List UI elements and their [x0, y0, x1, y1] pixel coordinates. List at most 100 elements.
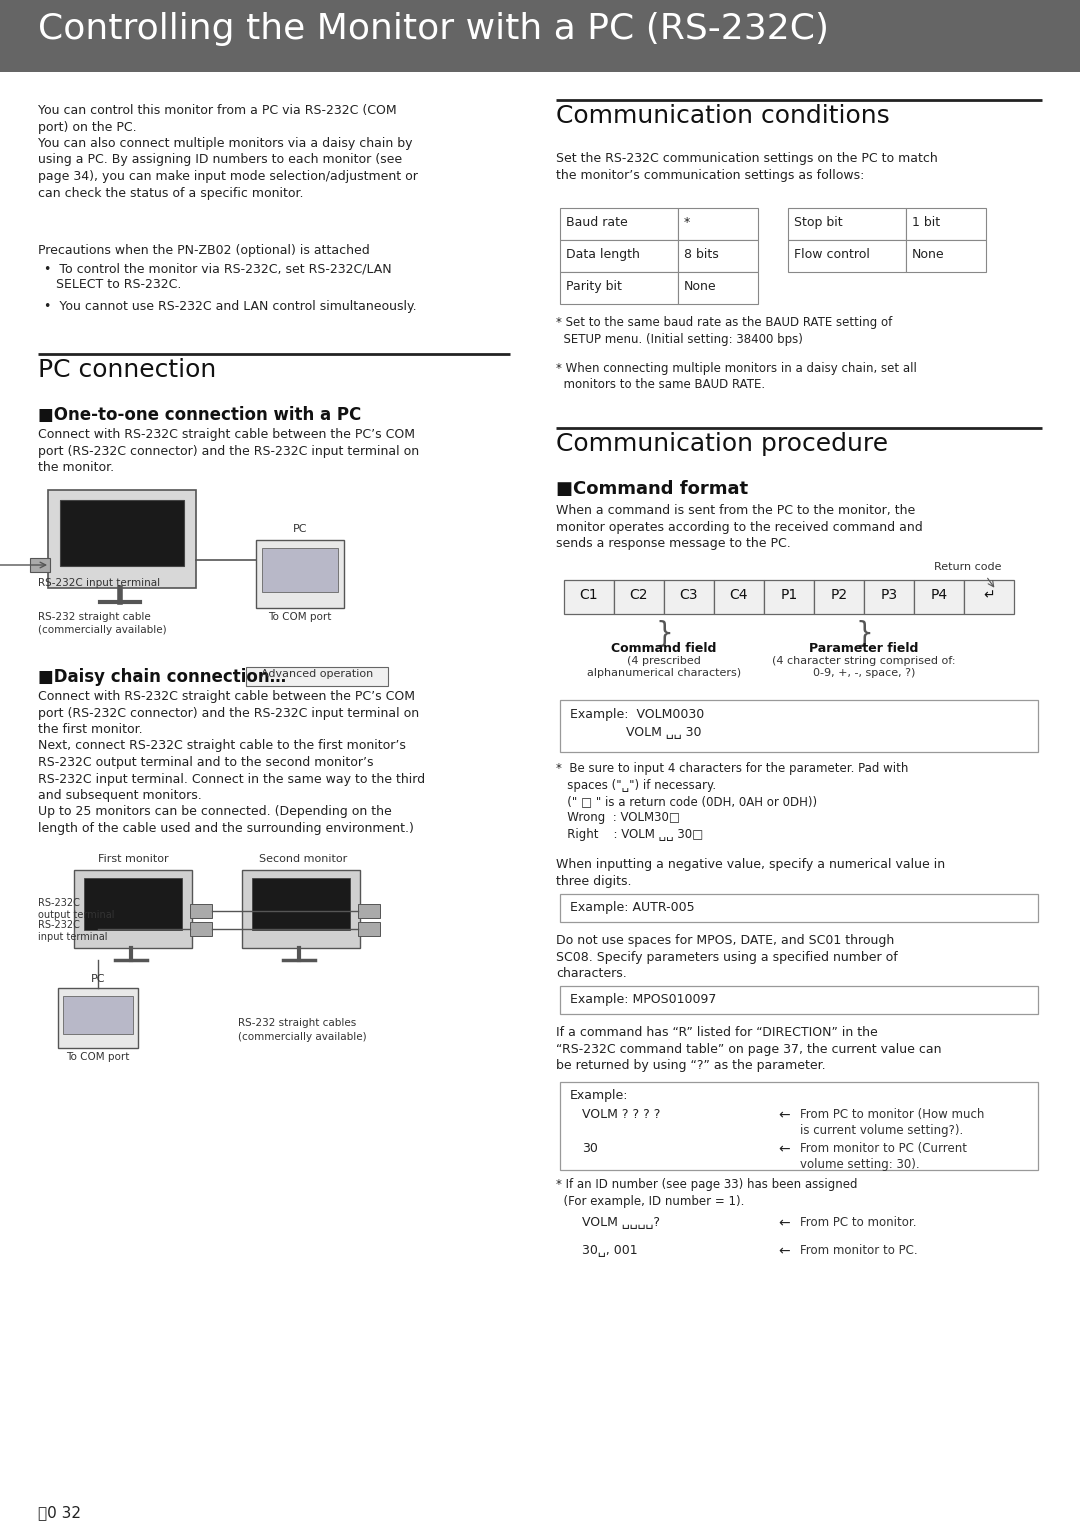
Text: Parameter field: Parameter field: [809, 641, 919, 655]
Text: Example:  VOLM0030
              VOLM ␣␣ 30: Example: VOLM0030 VOLM ␣␣ 30: [570, 709, 704, 739]
Bar: [84, 878, 183, 930]
Text: (4 prescribed
alphanumerical characters): (4 prescribed alphanumerical characters): [586, 657, 741, 678]
Text: ↵: ↵: [983, 588, 995, 602]
Text: C3: C3: [679, 588, 699, 602]
Text: Example: MPOS010097: Example: MPOS010097: [570, 993, 716, 1006]
Text: ←: ←: [778, 1215, 789, 1231]
Text: Set the RS-232C communication settings on the PC to match
the monitor’s communic: Set the RS-232C communication settings o…: [556, 153, 937, 182]
Bar: [561, 893, 1038, 922]
Text: When inputting a negative value, specify a numerical value in
three digits.: When inputting a negative value, specify…: [556, 858, 945, 887]
Text: C2: C2: [630, 588, 648, 602]
Text: 30: 30: [582, 1142, 598, 1154]
Text: ■One-to-one connection with a PC: ■One-to-one connection with a PC: [38, 406, 361, 425]
Text: ⑔0 32: ⑔0 32: [38, 1506, 81, 1519]
Bar: [561, 272, 678, 304]
Text: Controlling the Monitor with a PC (RS-232C): Controlling the Monitor with a PC (RS-23…: [38, 12, 829, 46]
Text: 8 bits: 8 bits: [684, 247, 719, 261]
Text: *: *: [684, 215, 690, 229]
Text: ■Command format: ■Command format: [556, 479, 748, 498]
Bar: [30, 557, 50, 573]
Bar: [190, 904, 212, 918]
Text: If a command has “R” listed for “DIRECTION” in the
“RS-232C command table” on pa: If a command has “R” listed for “DIRECTI…: [556, 1026, 942, 1072]
Text: P1: P1: [781, 588, 798, 602]
Text: Do not use spaces for MPOS, DATE, and SC01 through
SC08. Specify parameters usin: Do not use spaces for MPOS, DATE, and SC…: [556, 935, 897, 980]
Bar: [242, 870, 360, 948]
Bar: [678, 240, 758, 272]
Bar: [561, 1083, 1038, 1170]
Text: RS-232 straight cable: RS-232 straight cable: [38, 612, 151, 621]
Text: PC connection: PC connection: [38, 357, 216, 382]
Text: C4: C4: [730, 588, 748, 602]
Bar: [60, 499, 184, 567]
Text: To COM port: To COM port: [268, 612, 332, 621]
Bar: [864, 580, 914, 614]
Bar: [561, 986, 1038, 1014]
Bar: [615, 580, 664, 614]
Text: Baud rate: Baud rate: [566, 215, 627, 229]
Text: }: }: [855, 620, 873, 647]
Bar: [788, 240, 906, 272]
Text: Second monitor: Second monitor: [259, 854, 347, 864]
Text: None: None: [912, 247, 945, 261]
Bar: [357, 904, 380, 918]
Bar: [252, 878, 350, 930]
Bar: [564, 580, 615, 614]
Bar: [357, 922, 380, 936]
Text: * If an ID number (see page 33) has been assigned
  (For example, ID number = 1): * If an ID number (see page 33) has been…: [556, 1177, 858, 1208]
Text: Flow control: Flow control: [794, 247, 869, 261]
Text: •  To control the monitor via RS-232C, set RS-232C/LAN
   SELECT to RS-232C.: • To control the monitor via RS-232C, se…: [44, 263, 392, 292]
Text: Stop bit: Stop bit: [794, 215, 842, 229]
Text: VOLM ? ? ? ?: VOLM ? ? ? ?: [582, 1109, 660, 1121]
Text: Data length: Data length: [566, 247, 639, 261]
Text: P4: P4: [931, 588, 947, 602]
Text: RS-232C
output terminal: RS-232C output terminal: [38, 898, 114, 921]
Text: Connect with RS-232C straight cable between the PC’s COM
port (RS-232C connector: Connect with RS-232C straight cable betw…: [38, 690, 426, 835]
Bar: [246, 667, 388, 686]
Bar: [664, 580, 714, 614]
Bar: [48, 490, 195, 588]
Text: ←: ←: [778, 1245, 789, 1258]
Text: 1 bit: 1 bit: [912, 215, 940, 229]
Text: ←: ←: [778, 1109, 789, 1122]
Bar: [0, 0, 1080, 72]
Text: Example:: Example:: [570, 1089, 629, 1102]
Text: When a command is sent from the PC to the monitor, the
monitor operates accordin: When a command is sent from the PC to th…: [556, 504, 922, 550]
Text: PC: PC: [293, 524, 307, 534]
Text: C1: C1: [580, 588, 598, 602]
Text: RS-232C
input terminal: RS-232C input terminal: [38, 919, 108, 942]
Text: First monitor: First monitor: [97, 854, 168, 864]
Text: You can control this monitor from a PC via RS-232C (COM
port) on the PC.
You can: You can control this monitor from a PC v…: [38, 104, 418, 200]
Text: Communication conditions: Communication conditions: [556, 104, 890, 128]
Text: Return code: Return code: [934, 562, 1001, 573]
Text: Example: AUTR-005: Example: AUTR-005: [570, 901, 694, 915]
Text: From monitor to PC (Current
volume setting: 30).: From monitor to PC (Current volume setti…: [800, 1142, 967, 1171]
Bar: [58, 988, 138, 1048]
Text: Command field: Command field: [611, 641, 717, 655]
Bar: [561, 208, 678, 240]
Text: (4 character string comprised of:
0-9, +, -, space, ?): (4 character string comprised of: 0-9, +…: [772, 657, 956, 678]
Bar: [906, 208, 986, 240]
Text: To COM port: To COM port: [66, 1052, 130, 1061]
Text: ←: ←: [778, 1142, 789, 1156]
Bar: [678, 272, 758, 304]
Text: *  Be sure to input 4 characters for the parameter. Pad with
   spaces ("␣") if : * Be sure to input 4 characters for the …: [556, 762, 908, 841]
Text: Communication procedure: Communication procedure: [556, 432, 888, 457]
Text: Parity bit: Parity bit: [566, 279, 622, 293]
Text: P2: P2: [831, 588, 848, 602]
Bar: [764, 580, 814, 614]
Text: •  You cannot use RS-232C and LAN control simultaneously.: • You cannot use RS-232C and LAN control…: [44, 299, 417, 313]
Text: RS-232 straight cables: RS-232 straight cables: [238, 1019, 356, 1028]
Bar: [714, 580, 764, 614]
Text: * When connecting multiple monitors in a daisy chain, set all
  monitors to the : * When connecting multiple monitors in a…: [556, 362, 917, 391]
Text: ■Daisy chain connection…: ■Daisy chain connection…: [38, 667, 286, 686]
Bar: [63, 996, 133, 1034]
Text: From monitor to PC.: From monitor to PC.: [800, 1245, 918, 1257]
Text: VOLM ␣␣␣␣?: VOLM ␣␣␣␣?: [582, 1215, 660, 1229]
Text: From PC to monitor (How much
is current volume setting?).: From PC to monitor (How much is current …: [800, 1109, 984, 1138]
Bar: [906, 240, 986, 272]
Text: (commercially available): (commercially available): [238, 1032, 366, 1041]
Text: (commercially available): (commercially available): [38, 625, 166, 635]
Text: * Set to the same baud rate as the BAUD RATE setting of
  SETUP menu. (Initial s: * Set to the same baud rate as the BAUD …: [556, 316, 892, 345]
Text: }: }: [656, 620, 673, 647]
Bar: [814, 580, 864, 614]
